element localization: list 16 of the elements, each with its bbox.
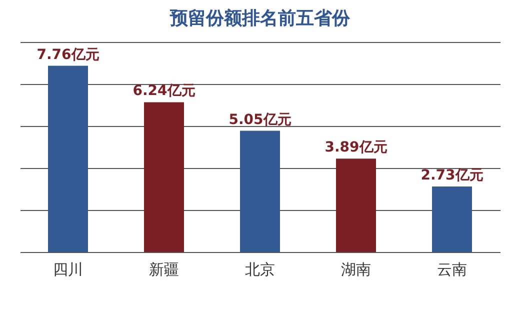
x-tick-label: 新疆	[149, 260, 179, 278]
bar	[48, 66, 88, 252]
x-tick-label: 四川	[53, 260, 83, 278]
data-label: 6.24亿元	[132, 83, 196, 100]
bar	[432, 186, 472, 252]
data-label: 3.89亿元	[324, 140, 388, 156]
data-label: 5.05亿元	[228, 112, 292, 128]
data-label: 7.76亿元	[36, 46, 100, 63]
bar	[144, 102, 184, 252]
x-tick-label: 湖南	[341, 260, 371, 278]
bar	[336, 158, 376, 252]
data-label: 2.73亿元	[420, 167, 484, 184]
chart-title: 预留份额排名前五省份	[169, 8, 351, 29]
bar	[240, 130, 280, 252]
x-tick-label: 云南	[437, 260, 467, 278]
x-tick-label: 北京	[245, 260, 275, 278]
